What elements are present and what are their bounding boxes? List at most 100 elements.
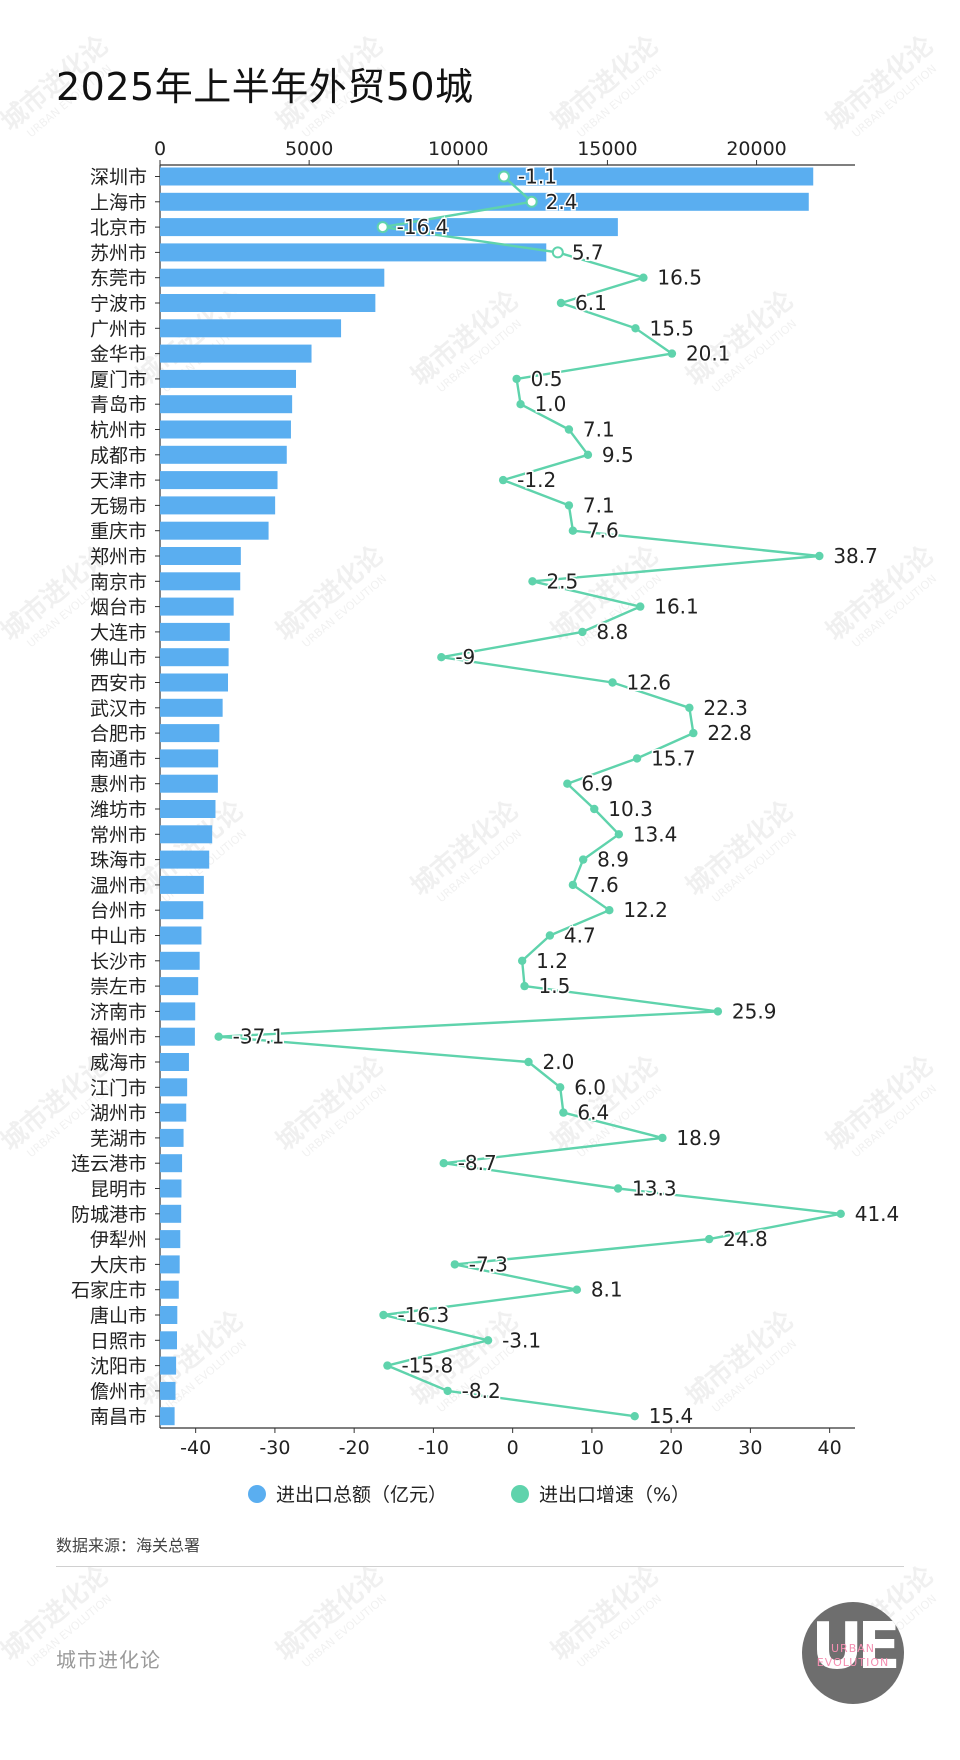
category-label: 济南市	[90, 1001, 147, 1023]
growth-data-label: 9.5	[602, 443, 634, 467]
bottom-axis-tick-label: -30	[259, 1437, 290, 1459]
category-label: 儋州市	[90, 1381, 147, 1403]
growth-point	[578, 855, 588, 864]
category-label: 连云港市	[71, 1153, 147, 1175]
bar	[160, 471, 278, 490]
watermark-subtext: URBAN EVOLUTION	[575, 1592, 664, 1670]
growth-data-label: 6.1	[575, 291, 607, 315]
growth-point	[524, 1057, 533, 1067]
growth-point	[551, 246, 564, 259]
bar	[160, 445, 287, 464]
growth-point	[713, 1007, 723, 1016]
logo-mark: UE	[811, 1610, 901, 1684]
page-title: 2025年上半年外贸50城	[56, 65, 474, 109]
category-label: 成都市	[90, 445, 147, 467]
category-label: 惠州市	[90, 774, 147, 796]
category-label: 温州市	[90, 875, 147, 897]
legend-swatch-bar	[248, 1485, 266, 1503]
growth-point	[545, 931, 555, 940]
brand-logo: UE URBAN EVOLUTION	[802, 1602, 904, 1704]
growth-point	[605, 906, 614, 915]
bar	[160, 749, 219, 768]
growth-point	[563, 779, 572, 788]
growth-point	[450, 1260, 460, 1269]
growth-data-label: -16.3	[397, 1303, 449, 1327]
growth-point	[685, 703, 694, 712]
growth-data-label: 0.5	[531, 367, 563, 391]
growth-point	[497, 170, 510, 183]
bottom-axis-tick-label: 10	[580, 1437, 604, 1459]
growth-point	[564, 425, 574, 434]
growth-point	[667, 349, 677, 358]
growth-point	[704, 1234, 714, 1244]
growth-data-label: 7.6	[587, 519, 619, 543]
legend-label-line: 进出口增速（%）	[539, 1484, 690, 1506]
growth-data-label: 6.0	[574, 1075, 606, 1099]
bar	[160, 951, 200, 970]
bar	[160, 1053, 189, 1071]
growth-data-label: 24.8	[723, 1227, 768, 1251]
growth-data-label: 4.7	[564, 924, 596, 948]
growth-data-label: 22.3	[703, 696, 748, 720]
growth-point	[583, 450, 593, 459]
growth-point	[836, 1209, 845, 1219]
bar	[160, 977, 199, 996]
category-label: 广州市	[90, 318, 147, 340]
growth-point	[379, 1310, 388, 1320]
category-label: 上海市	[90, 192, 147, 214]
logo-line-2: EVOLUTION	[816, 1656, 890, 1669]
bar	[160, 344, 312, 363]
category-label: 沈阳市	[90, 1356, 147, 1378]
growth-point	[559, 1108, 568, 1117]
watermark-subtext: URBAN EVOLUTION	[300, 1592, 389, 1670]
category-label: 防城港市	[71, 1204, 147, 1226]
growth-data-label: 6.9	[581, 772, 613, 796]
growth-data-label: 25.9	[732, 999, 777, 1023]
growth-data-label: 13.4	[633, 822, 678, 846]
bar	[160, 1154, 183, 1173]
watermark-text: 城市进化论	[270, 1559, 390, 1667]
growth-point	[498, 475, 508, 485]
growth-data-label: 7.6	[587, 873, 619, 897]
growth-point	[512, 374, 521, 384]
category-label: 日照市	[90, 1330, 147, 1352]
category-label: 宁波市	[90, 293, 147, 315]
growth-data-label: 15.7	[651, 746, 696, 770]
growth-data-label: -1.1	[518, 165, 557, 189]
legend-label-bar: 进出口总额（亿元）	[276, 1484, 447, 1506]
bar	[160, 673, 229, 692]
category-label: 威海市	[90, 1052, 147, 1074]
bar	[160, 496, 276, 515]
growth-data-label: -7.3	[469, 1252, 508, 1276]
bottom-axis-tick-label: -40	[180, 1437, 211, 1459]
growth-data-label: 6.4	[577, 1101, 609, 1125]
growth-point	[556, 298, 566, 308]
bar	[160, 395, 293, 414]
top-axis-tick-label: 20000	[726, 138, 786, 160]
growth-data-label: 18.9	[676, 1126, 721, 1150]
category-label: 南昌市	[90, 1406, 147, 1428]
growth-data-label: 7.1	[583, 493, 615, 517]
growth-point	[631, 324, 640, 333]
growth-data-label: 10.3	[608, 797, 653, 821]
legend-swatch-line	[511, 1485, 529, 1503]
bar	[160, 1306, 178, 1324]
bar	[160, 875, 204, 894]
growth-data-label: 15.5	[649, 316, 694, 340]
growth-point	[636, 602, 645, 611]
category-label: 重庆市	[90, 521, 147, 543]
growth-point	[437, 653, 446, 662]
growth-data-label: -9	[455, 645, 475, 669]
bottom-axis-tick-label: 40	[818, 1437, 842, 1459]
growth-point	[630, 1412, 639, 1421]
category-label: 北京市	[90, 217, 147, 239]
bar	[160, 800, 216, 818]
top-axis-tick-label: 0	[154, 138, 166, 160]
growth-data-label: 13.3	[632, 1177, 677, 1201]
growth-data-label: 20.1	[686, 342, 731, 366]
bar	[160, 926, 202, 945]
category-label: 东莞市	[90, 268, 147, 290]
bar	[160, 1002, 196, 1021]
growth-point	[214, 1032, 223, 1041]
